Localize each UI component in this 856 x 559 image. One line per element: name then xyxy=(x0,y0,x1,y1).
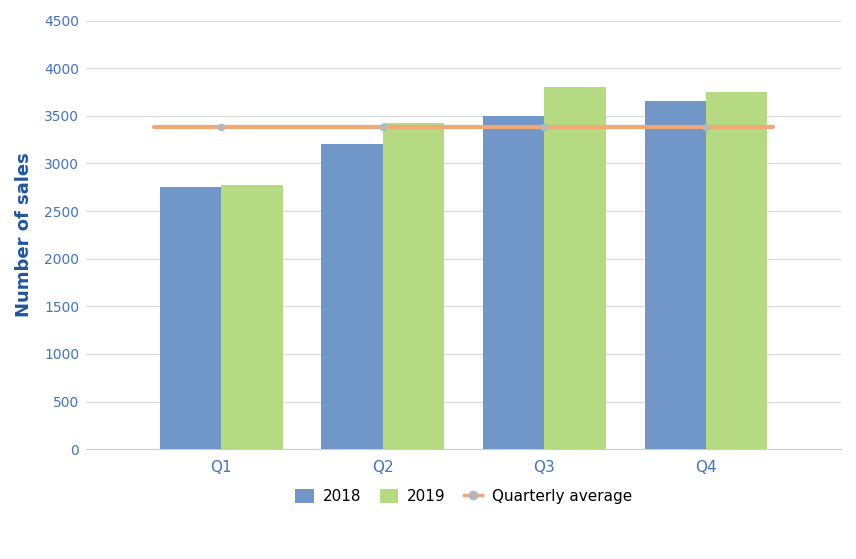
Legend: 2018, 2019, Quarterly average: 2018, 2019, Quarterly average xyxy=(289,483,638,510)
Y-axis label: Number of sales: Number of sales xyxy=(15,153,33,318)
Bar xyxy=(221,185,282,449)
Bar xyxy=(483,116,544,449)
Bar xyxy=(383,123,444,449)
Bar xyxy=(321,144,383,449)
Bar xyxy=(544,87,606,449)
Bar xyxy=(645,102,706,449)
Bar xyxy=(160,187,221,449)
Bar xyxy=(706,92,767,449)
